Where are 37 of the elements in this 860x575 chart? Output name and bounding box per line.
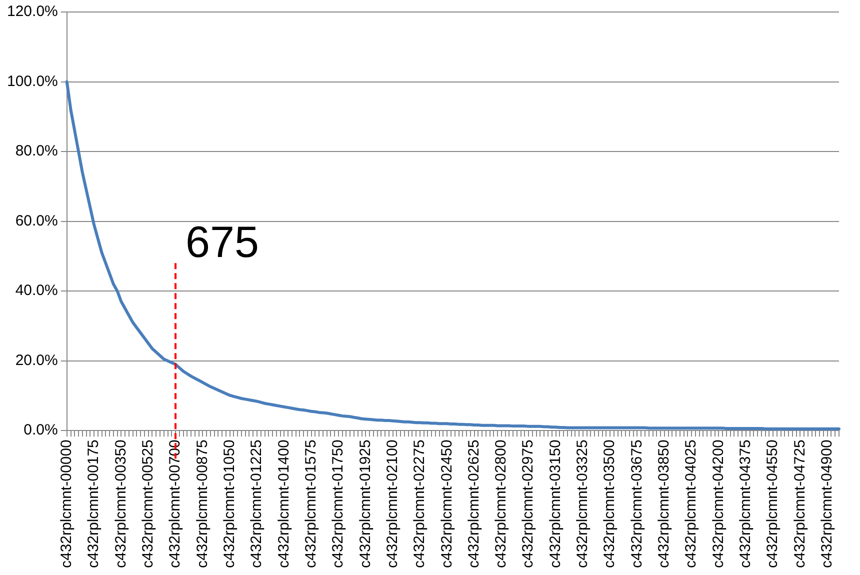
x-tick-label: c432rplcmnt-02275 [411, 440, 428, 568]
x-tick-label: c432rplcmnt-03675 [628, 440, 646, 568]
y-tick-label: 60.0% [15, 212, 58, 230]
x-tick-label: c432rplcmnt-04900 [818, 440, 836, 568]
ref-line-label: 675 [186, 218, 259, 268]
x-tick-label: c432rplcmnt-03150 [546, 440, 564, 568]
y-tick-label: 80.0% [15, 142, 58, 160]
x-tick-label: c432rplcmnt-03850 [656, 440, 673, 568]
x-tick-label: c432rplcmnt-04025 [682, 440, 700, 568]
x-tick-label: c432rplcmnt-03325 [574, 440, 592, 568]
x-tick-label: c432rplcmnt-02625 [465, 440, 482, 568]
x-tick-label: c432rplcmnt-01225 [248, 440, 266, 568]
x-tick-label: c432rplcmnt-01750 [330, 440, 347, 568]
x-tick-label: c432rplcmnt-01050 [220, 440, 238, 568]
x-tick-label: c432rplcmnt-04200 [710, 440, 727, 568]
x-tick-label: c432rplcmnt-00350 [112, 440, 130, 568]
x-tick-label: c432rplcmnt-04550 [764, 440, 782, 568]
x-tick-label: c432rplcmnt-00525 [139, 440, 156, 568]
y-tick-label: 20.0% [15, 352, 58, 369]
x-tick-label: c432rplcmnt-00700 [166, 440, 184, 568]
x-tick-label: c432rplcmnt-02100 [384, 440, 401, 568]
y-tick-label: 120.0% [7, 3, 58, 20]
x-tick-label: c432rplcmnt-02800 [492, 440, 510, 568]
x-tick-label: c432rplcmnt-01400 [275, 440, 292, 568]
x-tick-label: c432rplcmnt-00875 [194, 440, 211, 568]
x-tick-label: c432rplcmnt-04375 [737, 440, 754, 568]
x-tick-label: c432rplcmnt-00000 [58, 440, 76, 568]
x-tick-label: c432rplcmnt-04725 [791, 440, 808, 568]
y-tick-label: 100.0% [7, 72, 58, 90]
y-tick-label: 0.0% [24, 422, 58, 439]
x-tick-label: c432rplcmnt-03500 [601, 440, 618, 568]
x-tick-label: c432rplcmnt-00175 [85, 440, 102, 568]
x-tick-label: c432rplcmnt-02975 [520, 440, 537, 568]
x-tick-label: c432rplcmnt-01575 [302, 440, 320, 568]
x-tick-label: c432rplcmnt-02450 [438, 440, 456, 568]
x-tick-label: c432rplcmnt-01925 [356, 440, 374, 568]
y-tick-label: 40.0% [15, 282, 58, 300]
